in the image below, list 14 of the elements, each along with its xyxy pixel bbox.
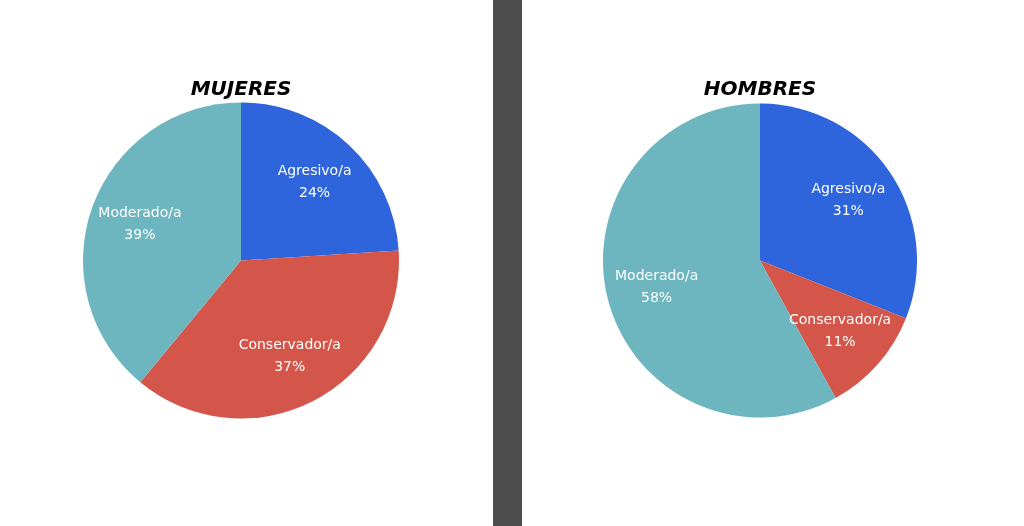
data-label: 37% [274, 357, 306, 374]
slice-label: Moderado/a [98, 203, 182, 220]
slice-label: Conservador/a [788, 310, 892, 327]
data-label: 39% [124, 225, 156, 242]
chart-title: MUJERES [190, 76, 292, 101]
chart-title: HOMBRES [703, 76, 817, 101]
slice-label: Agresivo/a [811, 180, 886, 197]
slice-label: Agresivo/a [277, 161, 352, 178]
data-label: 11% [824, 332, 856, 349]
data-label: 58% [641, 288, 673, 305]
slice-label: Conservador/a [238, 335, 341, 352]
slice-label: Moderado/a [614, 266, 699, 283]
data-label: 24% [298, 183, 331, 200]
data-label: 31% [832, 202, 864, 219]
